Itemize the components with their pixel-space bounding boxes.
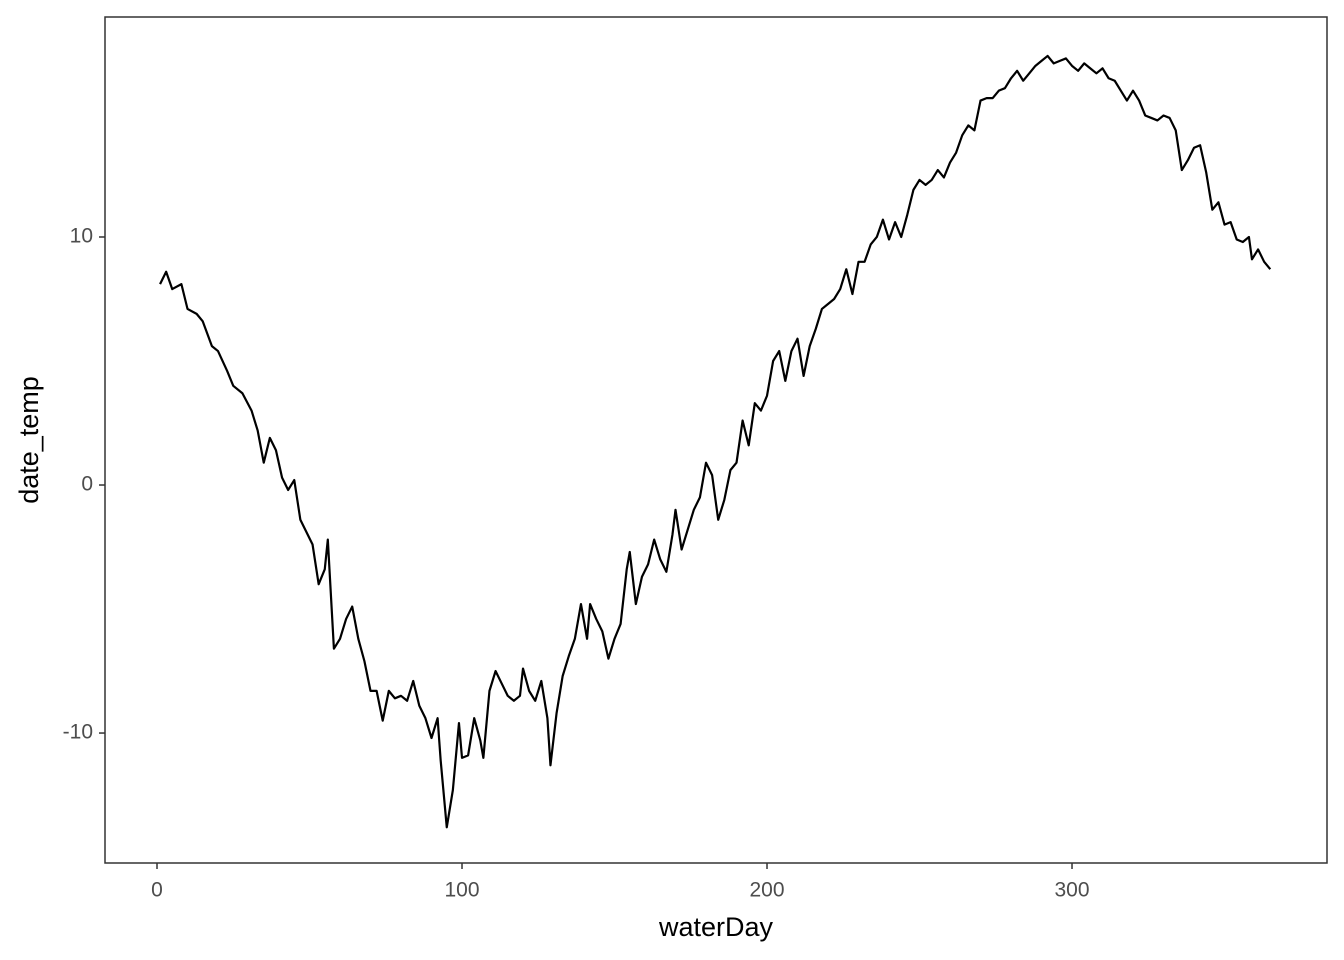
panel-border bbox=[104, 16, 1328, 864]
x-tick-label: 200 bbox=[749, 879, 784, 902]
x-tick-label: 100 bbox=[444, 879, 479, 902]
y-tick-label: -10 bbox=[63, 721, 93, 744]
y-tick-label: 10 bbox=[70, 225, 93, 248]
series-line bbox=[159, 54, 1272, 829]
y-tick-label: 0 bbox=[81, 473, 93, 496]
x-tick-label: 0 bbox=[151, 879, 163, 902]
y-axis-title: date_temp bbox=[14, 376, 44, 504]
x-tick-label: 300 bbox=[1054, 879, 1089, 902]
x-axis-title: waterDay bbox=[658, 912, 774, 942]
